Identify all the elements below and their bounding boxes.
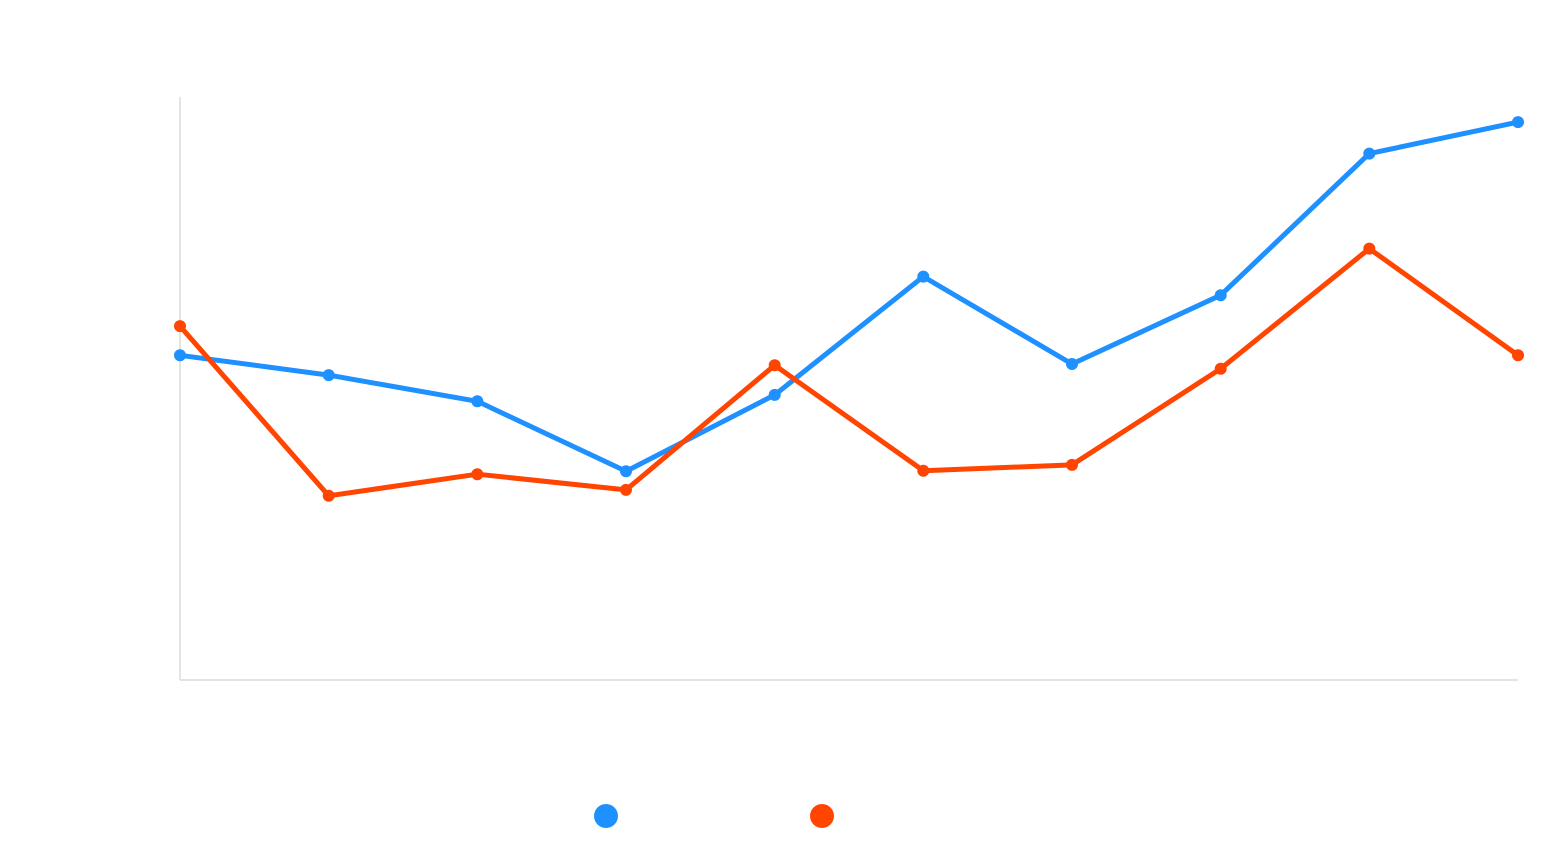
legend-marker-1 [594, 804, 618, 828]
legend-marker-2 [810, 804, 834, 828]
series-1-point-4[interactable] [620, 465, 632, 478]
series-1-point-9[interactable] [1363, 147, 1376, 160]
series-2 [174, 242, 1524, 502]
series-2-point-2[interactable] [322, 489, 335, 502]
series-2-point-4[interactable] [620, 483, 632, 496]
series-2-point-10[interactable] [1512, 349, 1524, 362]
series-1-point-8[interactable] [1214, 289, 1227, 302]
series-2-point-8[interactable] [1214, 362, 1227, 375]
series-2-point-9[interactable] [1363, 242, 1376, 255]
series-1-point-5[interactable] [768, 388, 781, 401]
series-2-point-5[interactable] [768, 359, 781, 372]
series-2-point-7[interactable] [1066, 458, 1078, 471]
series-1-line [177, 119, 1521, 474]
series-1-point-10[interactable] [1512, 116, 1524, 129]
series-1-point-2[interactable] [322, 369, 335, 382]
series-1-point-6[interactable] [917, 270, 930, 283]
series-2-point-6[interactable] [917, 464, 930, 477]
series-layer [174, 116, 1524, 502]
series-1-point-7[interactable] [1066, 358, 1078, 370]
series-1 [174, 116, 1524, 478]
chart-axes [179, 97, 1518, 681]
series-2-line [177, 246, 1521, 499]
legend-item-1[interactable] [594, 804, 618, 828]
series-2-point-3[interactable] [471, 468, 484, 481]
legend-item-2[interactable] [810, 804, 834, 828]
series-2-point-1[interactable] [174, 320, 186, 333]
legend [594, 804, 834, 828]
series-1-point-3[interactable] [471, 395, 484, 408]
series-1-point-1[interactable] [174, 349, 186, 362]
